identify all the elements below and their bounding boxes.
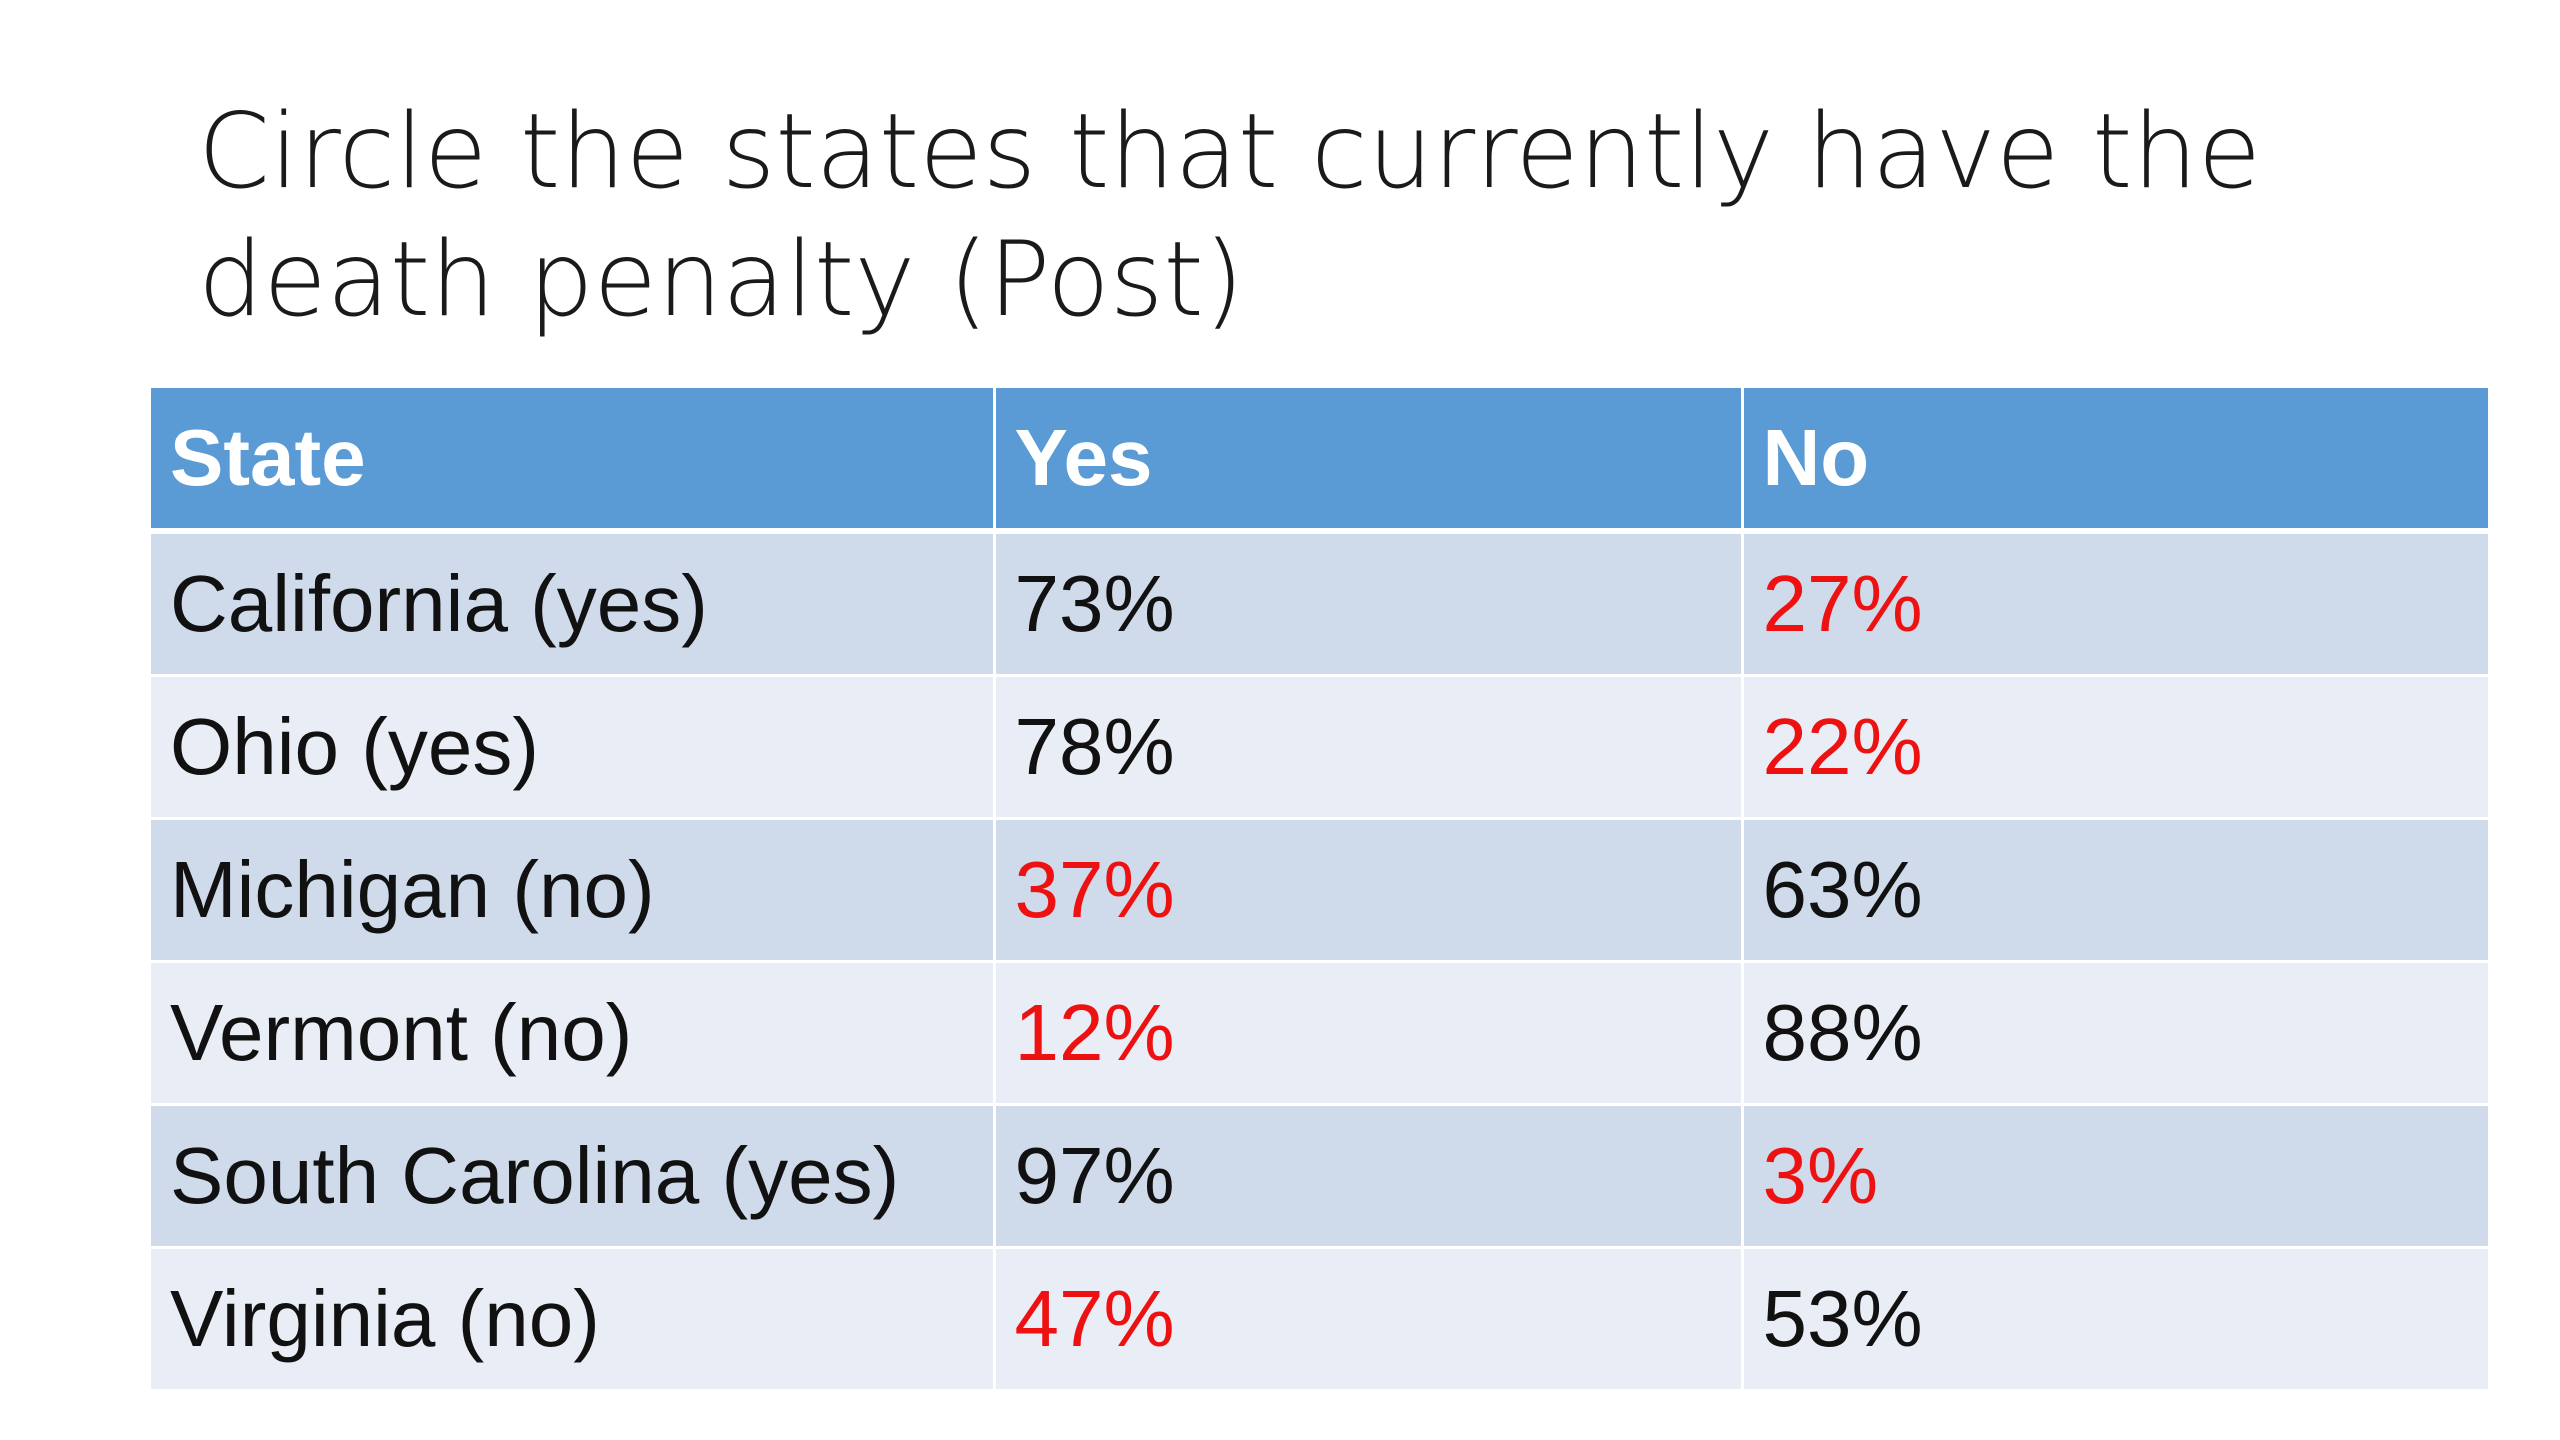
yes-cell: 73% bbox=[994, 531, 1744, 677]
state-cell: Vermont (no) bbox=[151, 961, 996, 1106]
no-cell: 53% bbox=[1742, 1247, 2488, 1392]
yes-cell: 37% bbox=[994, 818, 1744, 963]
no-cell: 27% bbox=[1742, 531, 2488, 677]
state-cell: Virginia (no) bbox=[151, 1247, 996, 1392]
no-cell: 22% bbox=[1742, 675, 2488, 820]
table-row: Ohio (yes) 78% 22% bbox=[151, 675, 2488, 820]
no-cell: 63% bbox=[1742, 818, 2488, 963]
table-row: California (yes) 73% 27% bbox=[151, 531, 2488, 677]
state-cell: Michigan (no) bbox=[151, 818, 996, 963]
slide-title: Circle the states that currently have th… bbox=[198, 92, 2262, 340]
results-table: State Yes No California (yes) 73% 27% Oh… bbox=[151, 388, 2488, 1392]
yes-cell: 78% bbox=[994, 675, 1744, 820]
state-cell: South Carolina (yes) bbox=[151, 1104, 996, 1249]
table-row: Virginia (no) 47% 53% bbox=[151, 1247, 2488, 1392]
table-row: Vermont (no) 12% 88% bbox=[151, 961, 2488, 1106]
table-row: South Carolina (yes) 97% 3% bbox=[151, 1104, 2488, 1249]
state-cell: Ohio (yes) bbox=[151, 675, 996, 820]
header-no: No bbox=[1742, 388, 2488, 534]
state-cell: California (yes) bbox=[151, 531, 996, 677]
no-cell: 3% bbox=[1742, 1104, 2488, 1249]
table-header-row: State Yes No bbox=[151, 388, 2488, 534]
no-cell: 88% bbox=[1742, 961, 2488, 1106]
table-row: Michigan (no) 37% 63% bbox=[151, 818, 2488, 963]
header-yes: Yes bbox=[994, 388, 1744, 534]
header-state: State bbox=[151, 388, 996, 534]
yes-cell: 97% bbox=[994, 1104, 1744, 1249]
yes-cell: 47% bbox=[994, 1247, 1744, 1392]
yes-cell: 12% bbox=[994, 961, 1744, 1106]
